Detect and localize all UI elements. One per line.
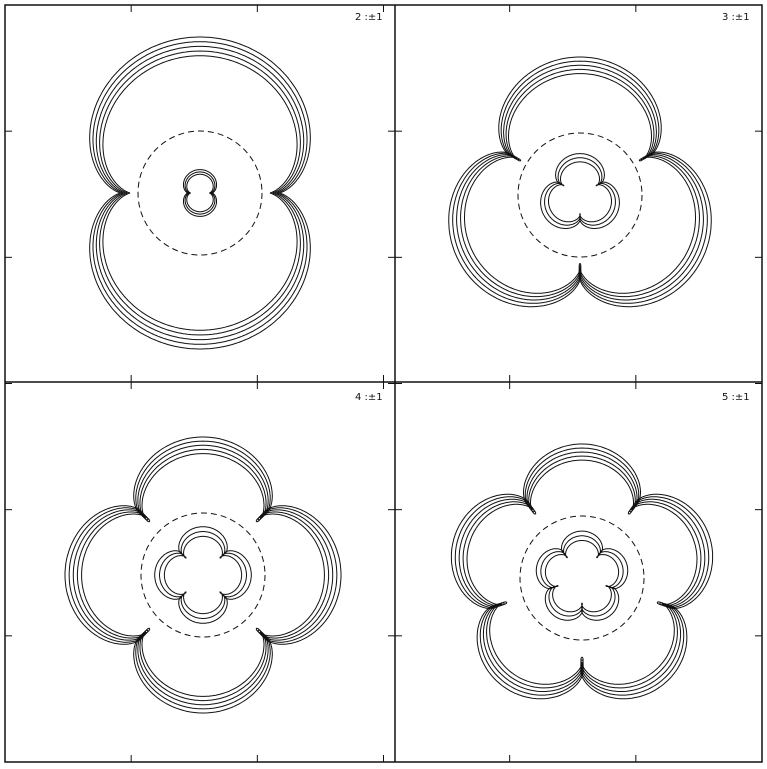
- orbit: [462, 455, 702, 689]
- orbit: [64, 436, 342, 714]
- orbit: [452, 60, 708, 304]
- orbit: [460, 68, 700, 298]
- inner-orbit: [548, 161, 612, 223]
- dashed-circle: [519, 515, 645, 641]
- inner-orbit: [163, 535, 243, 615]
- orbit: [68, 440, 338, 710]
- orbit: [89, 36, 311, 350]
- orbit: [464, 73, 696, 294]
- inner-orbit: [544, 540, 620, 613]
- panel-label: 2 :±1: [355, 12, 383, 23]
- orbit: [92, 41, 308, 345]
- orbit: [458, 451, 706, 692]
- dashed-circle: [140, 512, 266, 638]
- dashed-circle: [137, 130, 263, 256]
- orbit: [81, 453, 325, 697]
- inner-orbit: [184, 171, 216, 215]
- orbit: [72, 444, 334, 706]
- orbit: [466, 459, 698, 685]
- orbit: [76, 448, 330, 702]
- inner-orbit: [183, 169, 217, 217]
- inner-orbit: [159, 531, 247, 619]
- dashed-circle: [517, 132, 643, 258]
- inner-orbit: [154, 526, 252, 624]
- orbit: [456, 64, 704, 301]
- panel-label: 3 :±1: [722, 12, 750, 23]
- orbit: [102, 55, 298, 331]
- panel-label: 4 :±1: [355, 392, 383, 403]
- panel-label: 5 :±1: [722, 392, 750, 403]
- orbit: [95, 45, 305, 341]
- inner-orbit: [186, 173, 214, 213]
- orbit: [99, 50, 301, 336]
